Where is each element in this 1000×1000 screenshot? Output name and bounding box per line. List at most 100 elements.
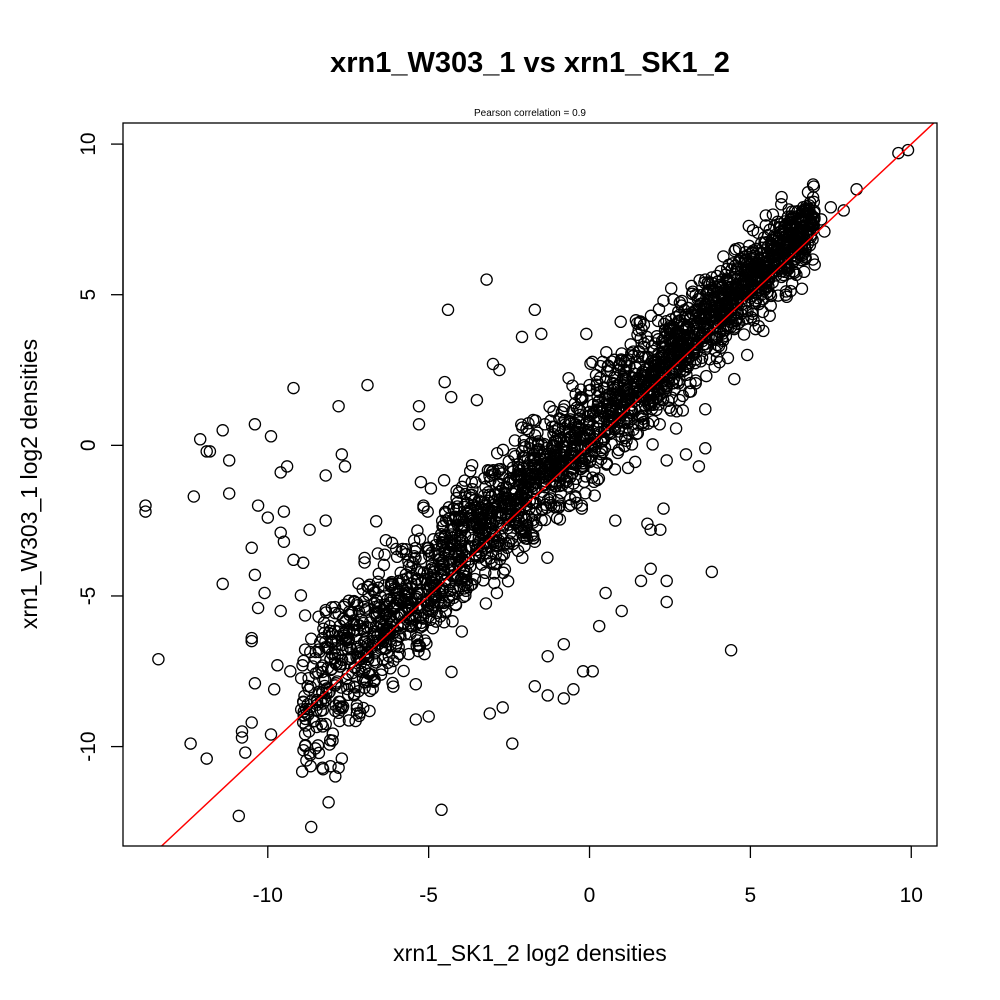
data-point [572, 416, 586, 429]
data-point [689, 374, 702, 387]
data-point [775, 190, 788, 204]
data-point [527, 461, 541, 475]
data-point [609, 514, 622, 527]
data-point [378, 548, 391, 561]
data-point [294, 589, 308, 602]
data-point [645, 340, 659, 353]
data-point [187, 490, 201, 503]
data-point [614, 315, 627, 329]
data-point [530, 519, 543, 533]
data-point [627, 345, 640, 358]
data-point [299, 719, 312, 732]
data-point [557, 403, 570, 416]
data-point [575, 391, 589, 404]
data-point [732, 256, 746, 269]
data-point [618, 396, 632, 410]
data-point [665, 350, 679, 364]
data-point [362, 588, 375, 602]
data-point [506, 537, 520, 551]
data-point [535, 327, 548, 341]
data-point [729, 242, 742, 256]
data-point [790, 222, 803, 236]
data-point [446, 570, 459, 583]
data-point [528, 303, 542, 317]
data-point [504, 510, 517, 523]
data-point [498, 563, 512, 576]
y-tick-label: -5 [77, 587, 100, 606]
data-point [427, 596, 441, 609]
data-point [505, 493, 518, 506]
data-point [573, 408, 587, 422]
data-point [432, 548, 446, 562]
data-point [320, 687, 333, 700]
data-point [629, 361, 642, 374]
data-point [540, 469, 553, 483]
data-point [506, 737, 519, 750]
data-point [355, 665, 368, 679]
data-point [622, 427, 635, 440]
data-point [387, 601, 401, 614]
data-point [479, 527, 492, 540]
data-point [509, 469, 523, 483]
data-point [669, 422, 683, 435]
data-point [303, 523, 316, 536]
data-point [618, 355, 631, 369]
data-point [304, 820, 318, 834]
data-point [441, 303, 455, 317]
data-point [708, 360, 721, 373]
data-point [385, 536, 399, 550]
data-point [528, 535, 542, 548]
data-point [715, 332, 729, 346]
data-point [532, 435, 545, 448]
data-point [511, 520, 525, 533]
data-point [410, 587, 424, 600]
data-point [647, 378, 661, 391]
data-point [710, 332, 724, 345]
data-point [711, 275, 725, 289]
data-point [710, 269, 724, 283]
data-point [349, 681, 362, 694]
data-point [465, 458, 479, 472]
data-point [333, 714, 346, 728]
data-point [771, 289, 785, 302]
data-point [515, 330, 529, 344]
data-point [446, 583, 460, 596]
data-point [516, 487, 529, 500]
data-point [773, 247, 786, 260]
data-point [439, 573, 452, 586]
data-point [330, 677, 343, 690]
data-point [377, 558, 391, 572]
data-point [752, 280, 766, 294]
data-point [550, 449, 563, 462]
data-point [644, 523, 657, 536]
data-point [479, 566, 492, 580]
data-point [235, 725, 249, 738]
data-point [264, 728, 278, 741]
data-point [309, 652, 322, 665]
data-point [299, 738, 312, 752]
data-point [340, 624, 353, 637]
data-point [599, 586, 612, 600]
data-point [298, 609, 312, 622]
data-point [586, 355, 599, 369]
data-point [606, 376, 619, 390]
data-point [425, 546, 438, 560]
data-point [248, 568, 262, 582]
data-point [668, 383, 681, 396]
data-point [800, 202, 813, 215]
data-point [625, 346, 638, 360]
data-point [630, 427, 643, 441]
data-point [759, 209, 773, 222]
y-axis: -10 -5 0 5 10 [77, 132, 124, 762]
data-point [681, 301, 695, 315]
data-point [332, 706, 345, 720]
data-point [335, 653, 349, 667]
data-point [600, 346, 613, 359]
data-point [396, 573, 410, 586]
data-point [818, 225, 831, 238]
data-point [608, 463, 622, 476]
data-point [329, 699, 342, 712]
data-point [378, 641, 392, 655]
data-point [788, 205, 802, 218]
data-point [412, 418, 426, 431]
